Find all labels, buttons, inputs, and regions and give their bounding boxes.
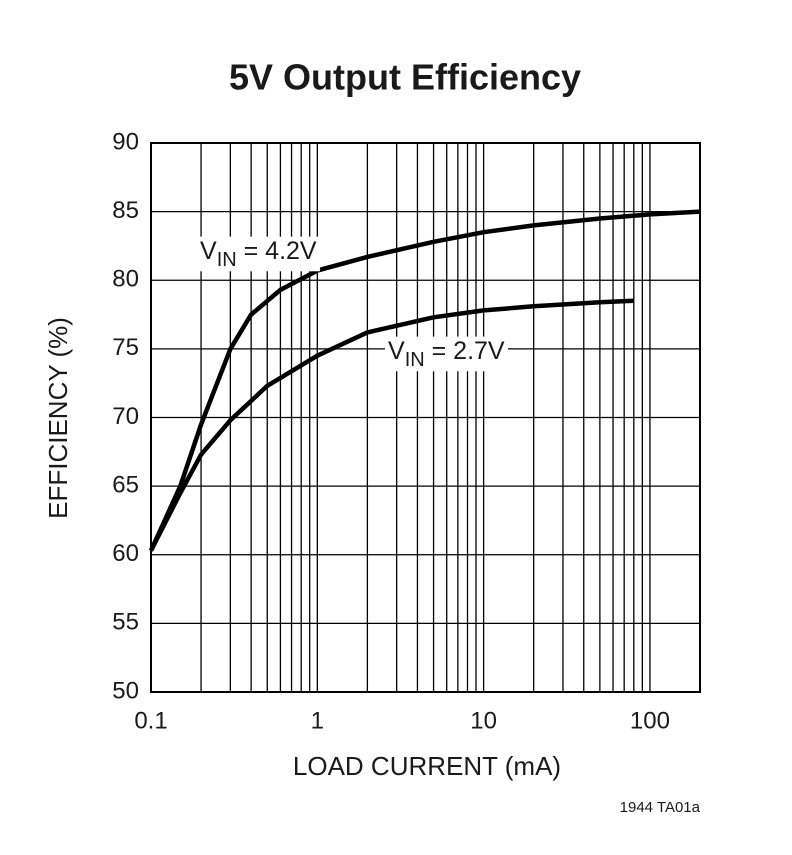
- series-label: VIN = 4.2V: [200, 237, 317, 272]
- series-label-part: = 4.2V: [237, 237, 317, 265]
- label-background: [385, 336, 508, 372]
- y-tick-label: 65: [112, 471, 139, 498]
- y-tick-label: 85: [112, 197, 139, 224]
- series-label-part: IN: [217, 249, 237, 271]
- series-line: [148, 209, 701, 552]
- series-line: [148, 298, 634, 552]
- y-tick-label: 75: [112, 334, 139, 361]
- y-tick-label: 60: [112, 540, 139, 567]
- series-label-part: V: [388, 337, 405, 365]
- series-label: VIN = 2.7V: [388, 337, 505, 372]
- series-label-part: IN: [405, 349, 425, 371]
- figure-note: 1944 TA01a: [620, 799, 701, 816]
- y-tick-label: 50: [112, 677, 139, 704]
- y-tick-label: 55: [112, 609, 139, 636]
- y-axis-label: EFFICIENCY (%): [43, 317, 73, 519]
- chart-title: 5V Output Efficiency: [229, 57, 581, 98]
- x-tick-label: 1: [311, 707, 324, 734]
- y-tick-label: 90: [112, 128, 139, 155]
- y-tick-label: 70: [112, 403, 139, 430]
- label-background: [197, 236, 320, 272]
- series-label-part: V: [200, 237, 217, 265]
- x-tick-label: 100: [630, 707, 670, 734]
- y-tick-label: 80: [112, 266, 139, 293]
- x-tick-label: 10: [470, 707, 497, 734]
- plot-frame: [150, 142, 701, 693]
- x-axis-label: LOAD CURRENT (mA): [293, 751, 561, 781]
- series-label-part: = 2.7V: [425, 337, 505, 365]
- x-tick-label: 0.1: [134, 707, 167, 734]
